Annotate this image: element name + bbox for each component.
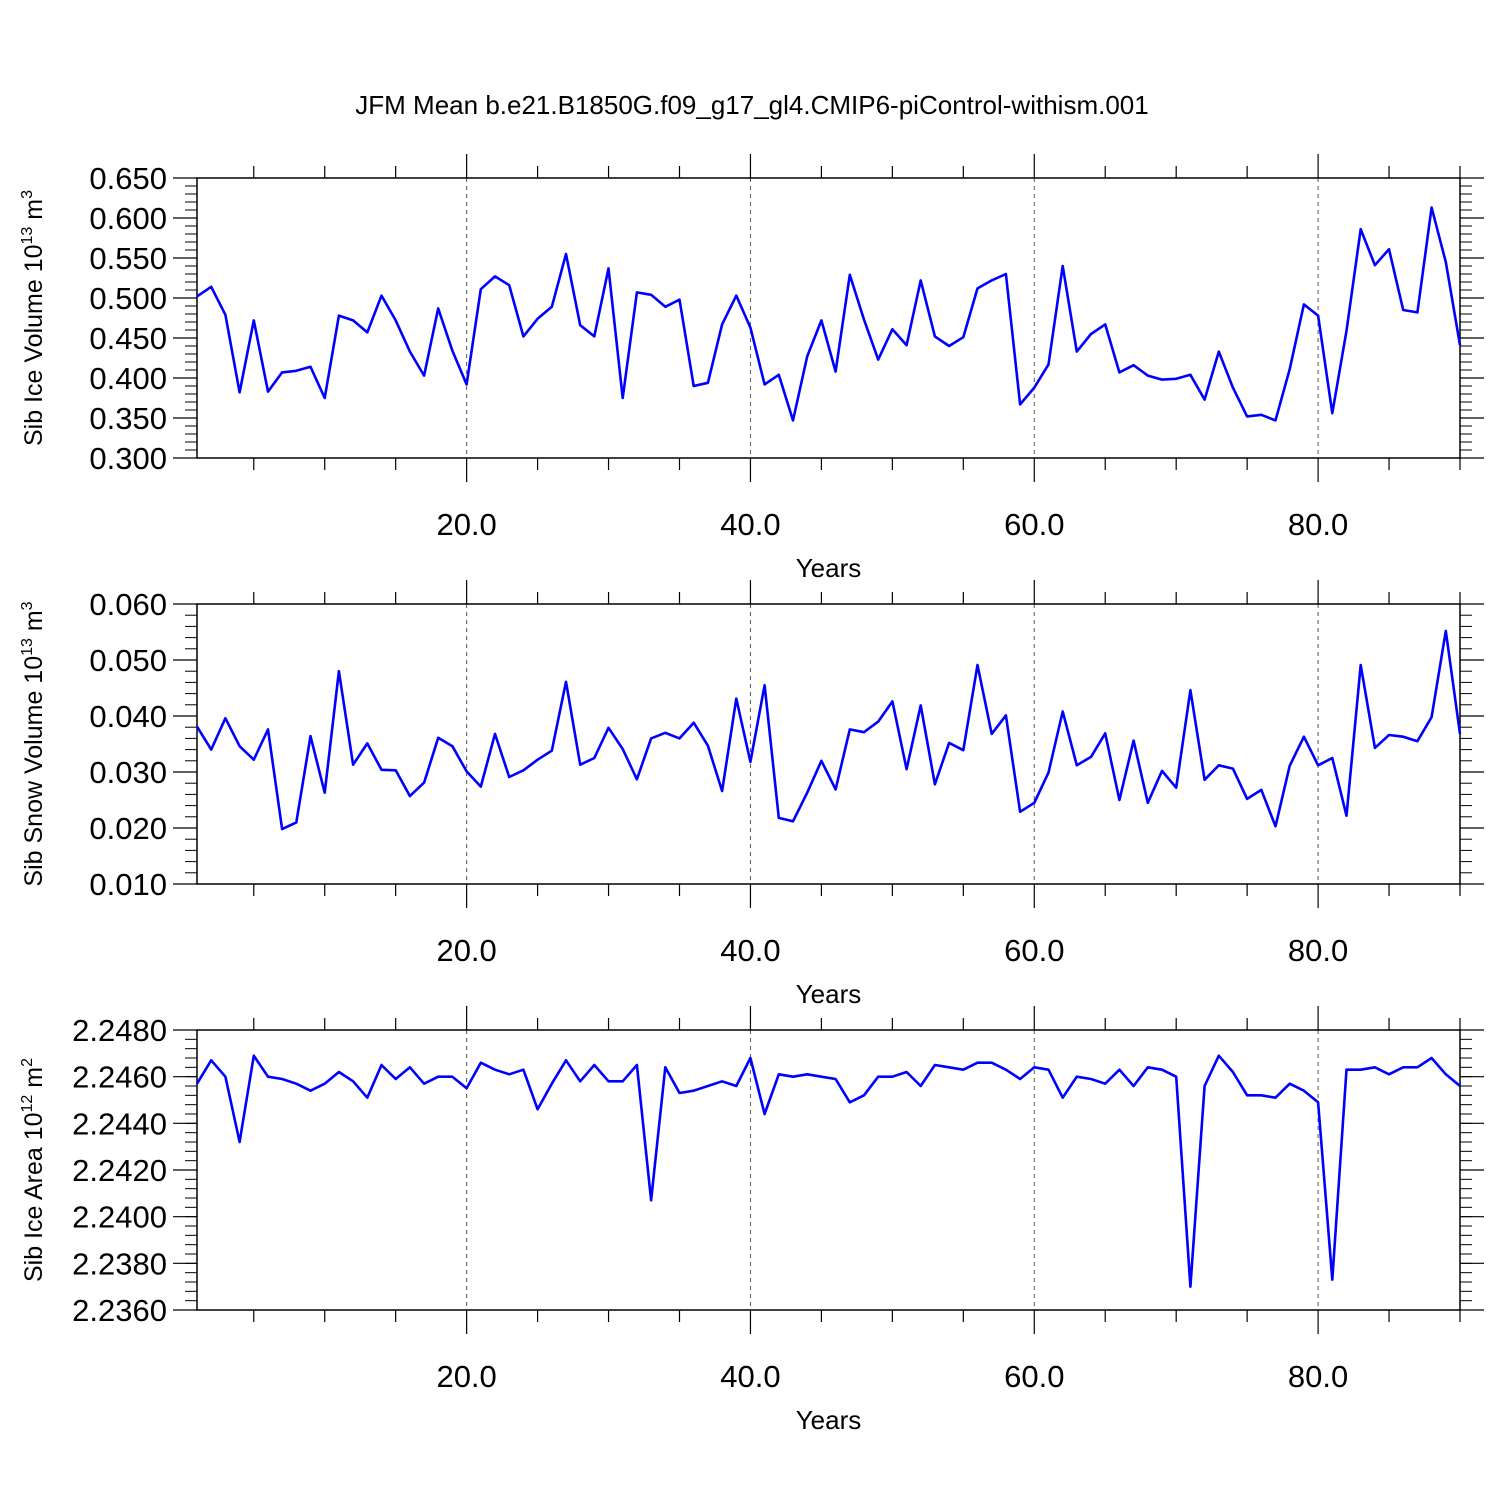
y-axis-label-text: Sib Snow Volume 10 xyxy=(20,656,48,887)
x-tick-label: 80.0 xyxy=(1288,933,1348,968)
y-tick-label: 2.2380 xyxy=(72,1246,167,1281)
y-tick-label: 0.550 xyxy=(89,241,167,276)
y-tick-label: 0.450 xyxy=(89,321,167,356)
x-tick-label: 40.0 xyxy=(720,1359,780,1394)
x-tick-label: 60.0 xyxy=(1004,507,1064,542)
y-axis-label-text: Sib Ice Area 10 xyxy=(20,1112,48,1282)
y-axis-label-exponent: 3 xyxy=(19,601,36,610)
y-axis-label: Sib Ice Area 1012 m2 xyxy=(19,1058,48,1282)
y-tick-label: 0.600 xyxy=(89,201,167,236)
y-tick-label: 2.2420 xyxy=(72,1153,167,1188)
y-axis-label-unit: m xyxy=(20,610,48,638)
x-axis-label: Years xyxy=(796,979,862,1009)
x-tick-label: 80.0 xyxy=(1288,507,1348,542)
y-tick-label: 0.020 xyxy=(89,811,167,846)
y-tick-label: 0.500 xyxy=(89,281,167,316)
y-axis-label: Sib Snow Volume 1013 m3 xyxy=(19,601,48,886)
series-line xyxy=(195,629,1462,831)
plot-frame xyxy=(196,603,1461,885)
y-axis-label-text: Sib Ice Volume 10 xyxy=(20,244,48,446)
y-axis-label-exponent: 12 xyxy=(19,1095,36,1113)
y-axis-label-exponent: 13 xyxy=(19,227,36,245)
x-axis-label: Years xyxy=(796,1405,862,1435)
x-tick-label: 20.0 xyxy=(436,1359,496,1394)
x-tick-label: 20.0 xyxy=(436,507,496,542)
y-tick-label: 0.040 xyxy=(89,699,167,734)
plot-frame xyxy=(196,177,1461,459)
y-tick-label: 0.060 xyxy=(89,587,167,622)
y-tick-label: 0.010 xyxy=(89,867,167,902)
y-axis-label-exponent: 13 xyxy=(19,638,36,656)
y-axis-label: Sib Ice Volume 1013 m3 xyxy=(19,190,48,446)
y-axis-label-exponent: 3 xyxy=(19,190,36,199)
series-line xyxy=(196,206,1462,422)
x-tick-label: 80.0 xyxy=(1288,1359,1348,1394)
y-tick-label: 0.400 xyxy=(89,361,167,396)
y-tick-label: 2.2440 xyxy=(72,1106,167,1141)
y-tick-label: 2.2480 xyxy=(72,1013,167,1048)
y-axis-label-unit: m xyxy=(20,199,48,227)
x-tick-label: 40.0 xyxy=(720,507,780,542)
y-tick-label: 0.300 xyxy=(89,441,167,476)
series-line xyxy=(195,1054,1461,1288)
y-tick-label: 2.2400 xyxy=(72,1200,167,1235)
y-axis-label-unit: m xyxy=(20,1067,48,1095)
chart-panel-3: 2.2360 2.2380 2.2400 2.2420 2.2440 2.2460 2.24… xyxy=(19,1006,1484,1435)
y-axis-label-exponent: 2 xyxy=(19,1058,36,1067)
x-axis-label: Years xyxy=(796,553,862,583)
x-tick-label: 60.0 xyxy=(1004,1359,1064,1394)
y-tick-label: 2.2460 xyxy=(72,1060,167,1095)
chart-panel-1: 0.300 0.350 0.400 0.450 0.500 0.550 0.600 0.650… xyxy=(19,154,1484,583)
chart-title: JFM Mean b.e21.B1850G.f09_g17_gl4.CMIP6-… xyxy=(355,90,1148,120)
x-tick-label: 20.0 xyxy=(436,933,496,968)
x-tick-label: 60.0 xyxy=(1004,933,1064,968)
chart-panel-2: 0.010 0.020 0.030 0.040 0.050 0.060 20.0 40.0 60… xyxy=(19,580,1484,1009)
y-tick-label: 2.2360 xyxy=(72,1293,167,1328)
x-tick-label: 40.0 xyxy=(720,933,780,968)
y-tick-label: 0.050 xyxy=(89,643,167,678)
plot-frame xyxy=(196,1029,1461,1311)
y-tick-label: 0.030 xyxy=(89,755,167,790)
y-tick-label: 0.350 xyxy=(89,401,167,436)
y-tick-label: 0.650 xyxy=(89,161,167,196)
